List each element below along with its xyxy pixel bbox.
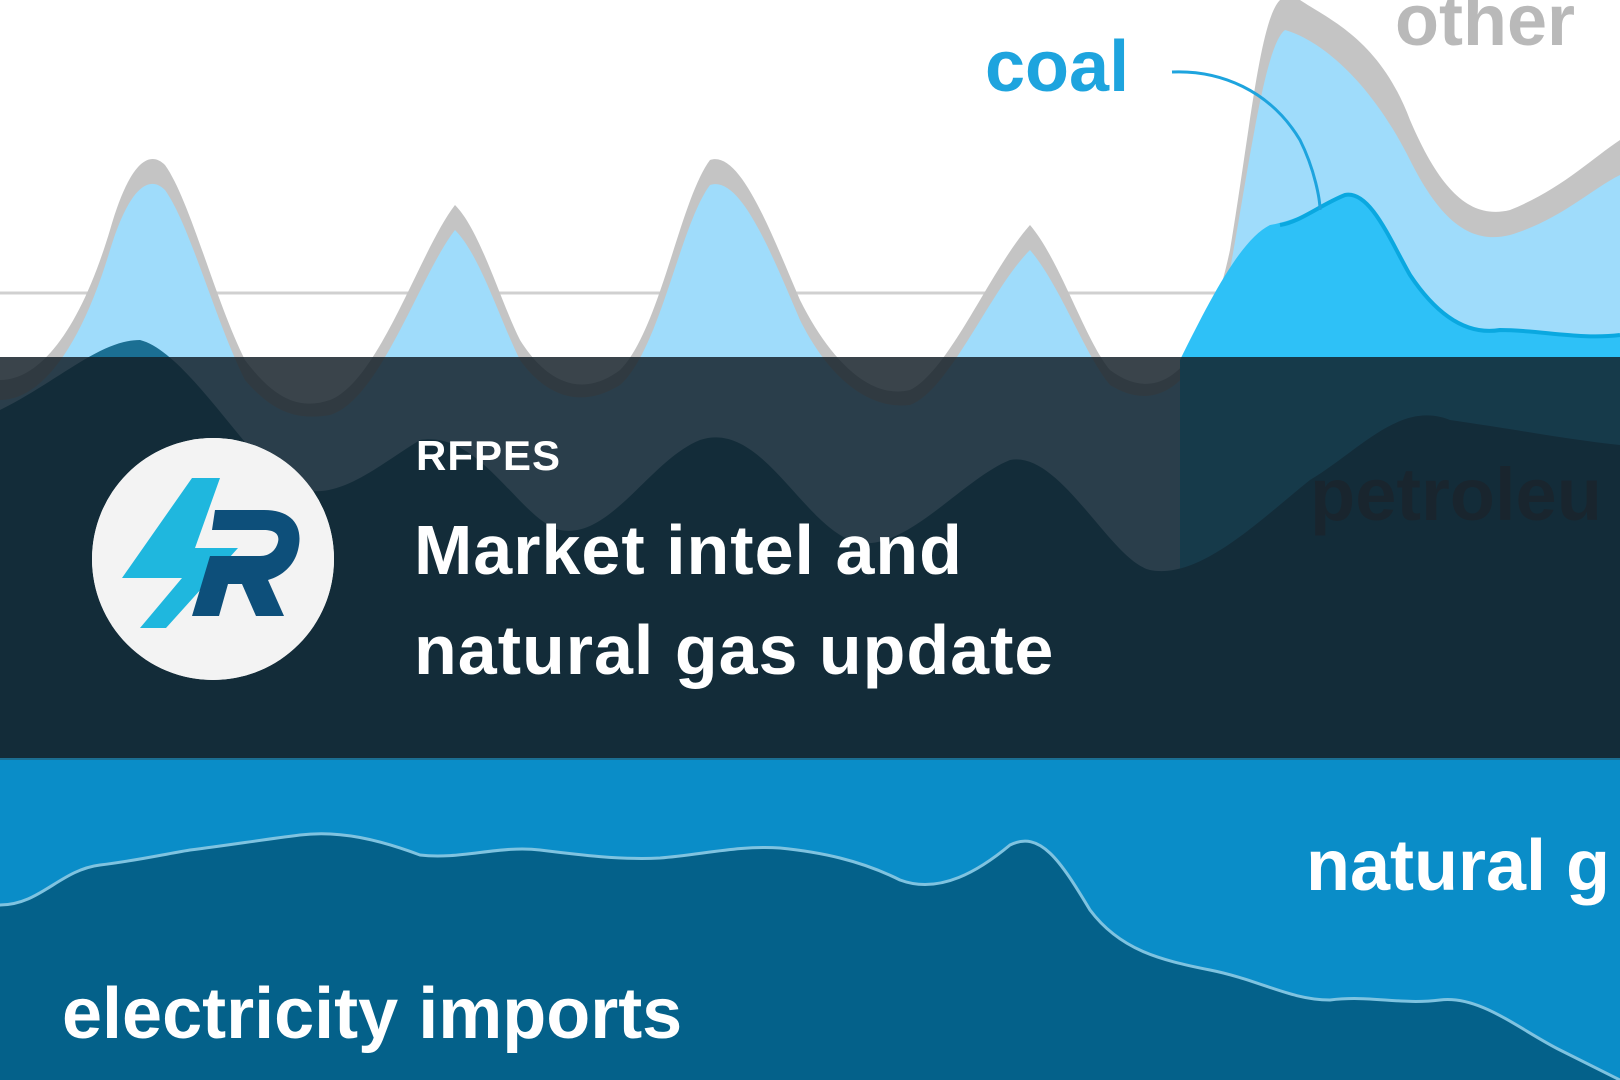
chart-label-electricity-imports: electricity imports (62, 974, 682, 1054)
chart-label-other: other (1395, 0, 1575, 61)
rfpes-bolt-r-logo-icon (92, 438, 334, 680)
chart-label-coal: coal (985, 27, 1129, 107)
title-line-2: natural gas update (414, 611, 1055, 689)
rfpes-logo (92, 438, 334, 680)
electricity-imports-area (0, 833, 1620, 1080)
brand-eyebrow: RFPES (416, 432, 562, 479)
chart-label-natural-gas: natural g (1306, 826, 1610, 906)
electricity-imports-edge (0, 832, 1620, 1080)
coal-leader-line (1171, 70, 1322, 211)
page-title: Market intel and natural gas update (414, 500, 1054, 700)
title-line-1: Market intel and (414, 511, 963, 589)
coal-bright-edge (1279, 192, 1620, 339)
